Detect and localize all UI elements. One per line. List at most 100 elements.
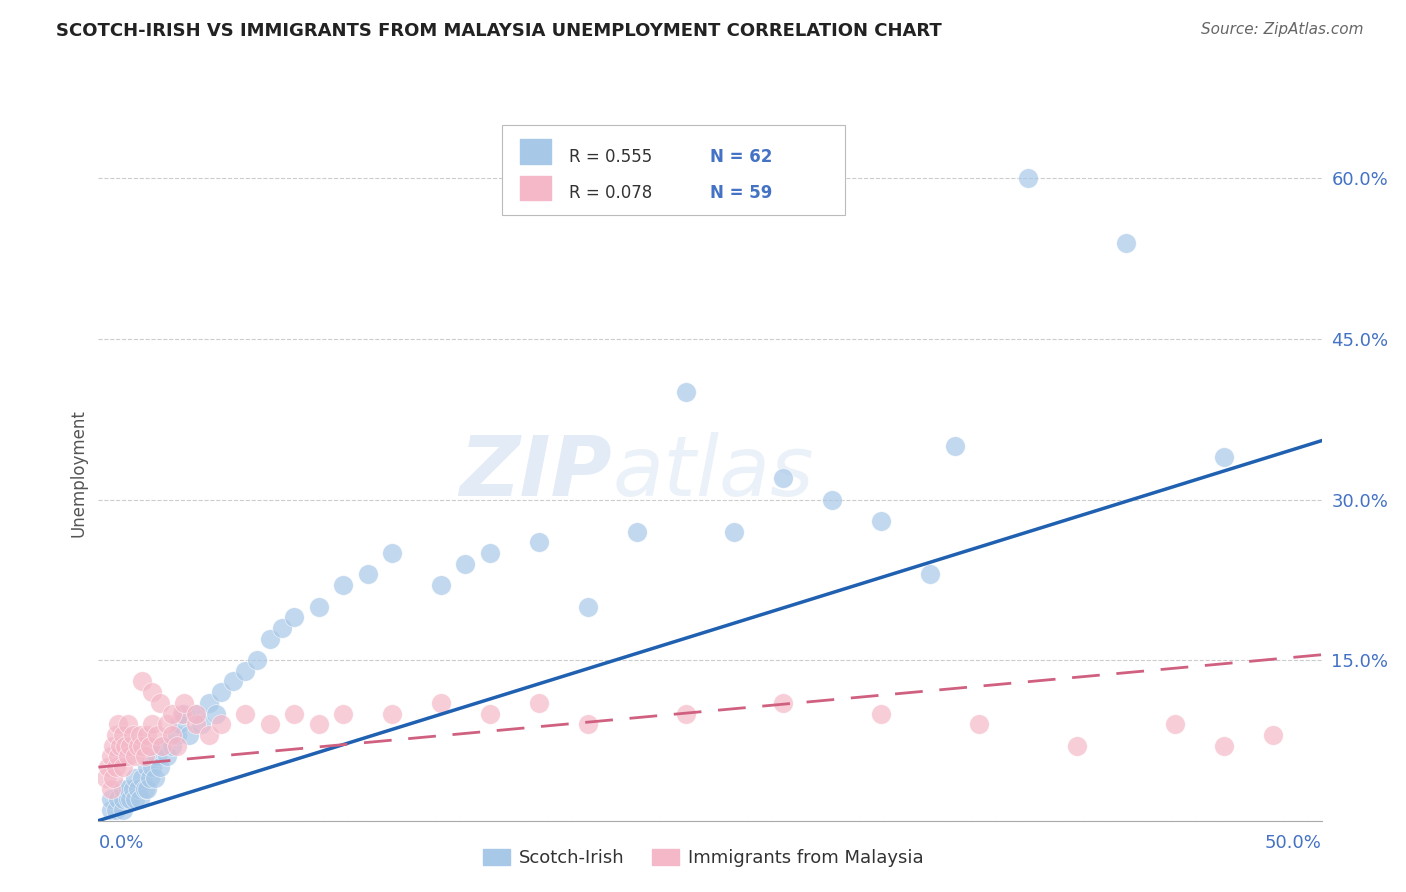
Point — [131, 674, 153, 689]
Point — [129, 792, 152, 806]
Point — [675, 385, 697, 400]
Point — [209, 685, 232, 699]
Text: R = 0.555: R = 0.555 — [569, 148, 652, 166]
Point — [156, 717, 179, 731]
Point — [283, 706, 305, 721]
Point — [173, 706, 195, 721]
Point — [150, 739, 173, 753]
Point — [186, 706, 208, 721]
Point — [141, 685, 163, 699]
Point — [197, 728, 219, 742]
Text: SCOTCH-IRISH VS IMMIGRANTS FROM MALAYSIA UNEMPLOYMENT CORRELATION CHART: SCOTCH-IRISH VS IMMIGRANTS FROM MALAYSIA… — [56, 22, 942, 40]
Point — [149, 696, 172, 710]
Point — [772, 696, 794, 710]
Point — [94, 771, 117, 785]
Point — [141, 760, 163, 774]
Point — [120, 739, 142, 753]
Point — [104, 728, 127, 742]
Point — [150, 739, 173, 753]
Point — [160, 706, 183, 721]
Point — [246, 653, 269, 667]
Point — [136, 781, 159, 796]
Point — [233, 706, 256, 721]
Point — [134, 749, 156, 764]
Point — [170, 706, 193, 721]
Point — [104, 803, 127, 817]
Point — [107, 717, 129, 731]
Point — [160, 728, 183, 742]
Point — [131, 739, 153, 753]
Point — [870, 706, 893, 721]
Point — [454, 557, 477, 571]
Point — [100, 781, 122, 796]
Point — [259, 632, 281, 646]
Point — [197, 696, 219, 710]
Point — [146, 728, 169, 742]
Point — [1261, 728, 1284, 742]
Point — [308, 599, 330, 614]
Point — [381, 546, 404, 560]
Point — [173, 696, 195, 710]
Text: R = 0.078: R = 0.078 — [569, 184, 652, 202]
Point — [527, 535, 550, 549]
Point — [129, 728, 152, 742]
Point — [107, 792, 129, 806]
FancyBboxPatch shape — [502, 125, 845, 215]
Point — [308, 717, 330, 731]
Point — [111, 760, 134, 774]
Point — [576, 717, 599, 731]
Point — [136, 728, 159, 742]
Point — [576, 599, 599, 614]
Text: ZIP: ZIP — [460, 433, 612, 513]
Point — [332, 578, 354, 592]
Point — [111, 792, 134, 806]
Point — [136, 760, 159, 774]
Point — [270, 621, 294, 635]
Point — [478, 546, 501, 560]
Point — [167, 717, 190, 731]
Point — [117, 792, 139, 806]
Legend: Scotch-Irish, Immigrants from Malaysia: Scotch-Irish, Immigrants from Malaysia — [475, 841, 931, 874]
Point — [114, 739, 136, 753]
Y-axis label: Unemployment: Unemployment — [69, 409, 87, 537]
Point — [209, 717, 232, 731]
Point — [186, 717, 208, 731]
Point — [1212, 739, 1234, 753]
Point — [111, 781, 134, 796]
Text: N = 59: N = 59 — [710, 184, 772, 202]
Point — [430, 578, 453, 592]
Point — [1164, 717, 1187, 731]
Point — [870, 514, 893, 528]
Point — [478, 706, 501, 721]
Bar — [520, 139, 551, 164]
Bar — [520, 176, 551, 200]
Point — [723, 524, 745, 539]
Point — [920, 567, 942, 582]
Point — [100, 749, 122, 764]
Point — [141, 717, 163, 731]
Point — [127, 739, 149, 753]
Point — [177, 728, 200, 742]
Text: atlas: atlas — [612, 433, 814, 513]
Point — [527, 696, 550, 710]
Point — [430, 696, 453, 710]
Point — [626, 524, 648, 539]
Text: 0.0%: 0.0% — [98, 834, 143, 852]
Point — [146, 749, 169, 764]
Point — [160, 739, 183, 753]
Point — [222, 674, 245, 689]
Point — [134, 781, 156, 796]
Point — [283, 610, 305, 624]
Point — [124, 771, 146, 785]
Point — [205, 706, 228, 721]
Point — [131, 771, 153, 785]
Point — [111, 728, 134, 742]
Point — [120, 792, 142, 806]
Point — [166, 728, 188, 742]
Point — [127, 781, 149, 796]
Point — [101, 739, 124, 753]
Point — [190, 717, 212, 731]
Point — [1017, 171, 1039, 186]
Point — [117, 717, 139, 731]
Point — [381, 706, 404, 721]
